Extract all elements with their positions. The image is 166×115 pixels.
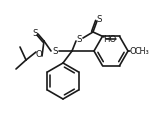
Text: S: S	[96, 15, 102, 24]
Text: S: S	[32, 28, 38, 37]
Text: S: S	[52, 47, 58, 56]
Text: CH₃: CH₃	[135, 47, 149, 56]
Text: S: S	[76, 34, 82, 43]
Text: O: O	[36, 50, 42, 59]
Text: HO: HO	[103, 35, 117, 44]
Text: O: O	[130, 47, 136, 56]
